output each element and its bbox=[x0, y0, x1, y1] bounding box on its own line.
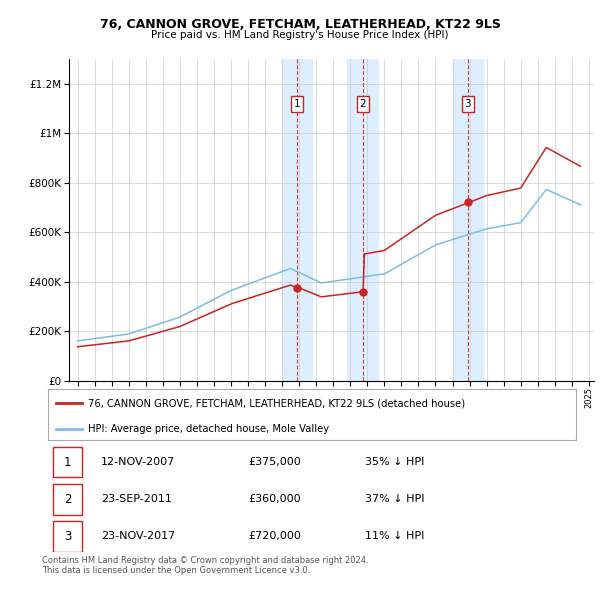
Text: 23-NOV-2017: 23-NOV-2017 bbox=[101, 532, 175, 542]
Text: 1: 1 bbox=[64, 455, 71, 468]
Bar bbox=[347, 59, 378, 381]
Text: £375,000: £375,000 bbox=[248, 457, 301, 467]
Text: 37% ↓ HPI: 37% ↓ HPI bbox=[365, 494, 424, 504]
Text: 1: 1 bbox=[293, 99, 300, 109]
Text: 35% ↓ HPI: 35% ↓ HPI bbox=[365, 457, 424, 467]
Text: 11% ↓ HPI: 11% ↓ HPI bbox=[365, 532, 424, 542]
Text: 2: 2 bbox=[64, 493, 71, 506]
Bar bbox=[452, 59, 483, 381]
Text: 23-SEP-2011: 23-SEP-2011 bbox=[101, 494, 172, 504]
Text: 3: 3 bbox=[464, 99, 471, 109]
Text: 12-NOV-2007: 12-NOV-2007 bbox=[101, 457, 175, 467]
Text: £720,000: £720,000 bbox=[248, 532, 302, 542]
Bar bbox=[281, 59, 312, 381]
Text: 2: 2 bbox=[359, 99, 366, 109]
FancyBboxPatch shape bbox=[53, 484, 82, 514]
Text: 76, CANNON GROVE, FETCHAM, LEATHERHEAD, KT22 9LS (detached house): 76, CANNON GROVE, FETCHAM, LEATHERHEAD, … bbox=[88, 398, 465, 408]
Text: £360,000: £360,000 bbox=[248, 494, 301, 504]
FancyBboxPatch shape bbox=[53, 447, 82, 477]
Text: Price paid vs. HM Land Registry's House Price Index (HPI): Price paid vs. HM Land Registry's House … bbox=[151, 30, 449, 40]
Text: 76, CANNON GROVE, FETCHAM, LEATHERHEAD, KT22 9LS: 76, CANNON GROVE, FETCHAM, LEATHERHEAD, … bbox=[100, 18, 500, 31]
FancyBboxPatch shape bbox=[53, 521, 82, 552]
Text: This data is licensed under the Open Government Licence v3.0.: This data is licensed under the Open Gov… bbox=[42, 566, 310, 575]
Text: Contains HM Land Registry data © Crown copyright and database right 2024.: Contains HM Land Registry data © Crown c… bbox=[42, 556, 368, 565]
Text: 3: 3 bbox=[64, 530, 71, 543]
Text: HPI: Average price, detached house, Mole Valley: HPI: Average price, detached house, Mole… bbox=[88, 424, 329, 434]
